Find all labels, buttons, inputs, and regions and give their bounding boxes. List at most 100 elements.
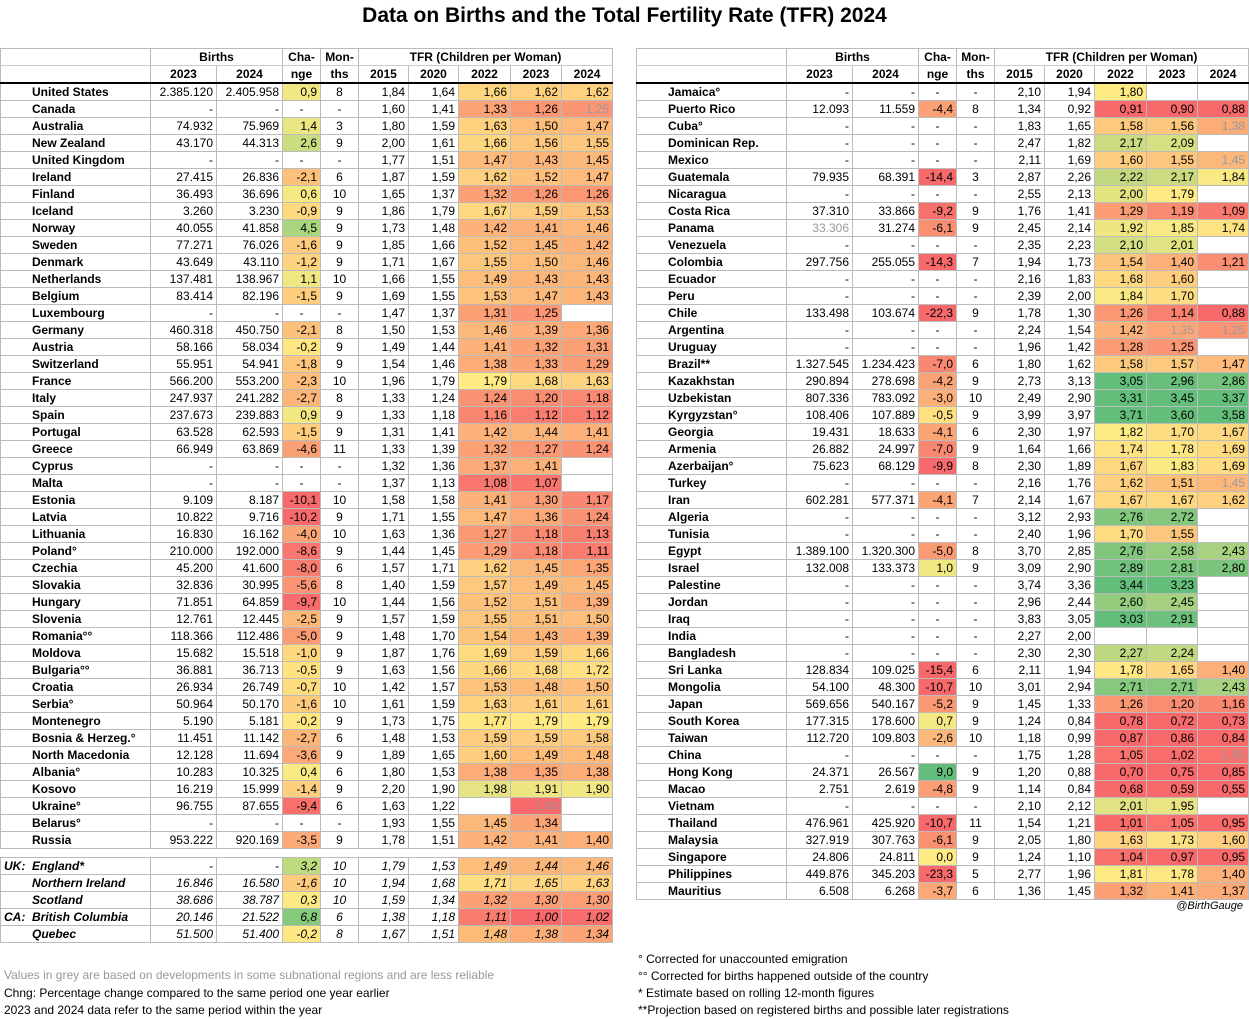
- change-cell: -1,6: [282, 695, 322, 713]
- births-2024-cell: 76.026: [215, 236, 284, 254]
- tfr-2020-cell: 1,57: [408, 678, 460, 696]
- country-name: Cyprus: [0, 457, 151, 475]
- births-2024-cell: -: [851, 644, 920, 662]
- change-cell: -0,2: [282, 338, 322, 356]
- country-name: Panama: [636, 219, 787, 237]
- tfr-2020-cell: 1,21: [1044, 814, 1096, 832]
- spacer-cell: [282, 848, 321, 858]
- births-2024-cell: 2.619: [851, 780, 920, 798]
- months-cell: 9: [956, 763, 996, 781]
- tfr-2022-cell: 1,42: [458, 219, 512, 237]
- tfr-2023-cell: 1,00: [510, 797, 563, 815]
- change-cell: -1,8: [282, 355, 322, 373]
- tfr-2022-cell: 1,66: [458, 661, 512, 679]
- table-row: Belarus° - - - -1,93 1,55 1,45 1,34: [0, 814, 614, 832]
- tfr-2020-cell: 1,53: [408, 729, 460, 747]
- tfr-2023-cell: 1,45: [510, 236, 563, 254]
- tfr-2023-cell: 1,45: [510, 559, 563, 577]
- tfr-2023-cell: 1,79: [1146, 185, 1199, 203]
- country-name: Ukraine°: [0, 797, 151, 815]
- tfr-2022-cell: 1,78: [1094, 661, 1148, 679]
- months-cell: 5: [956, 865, 996, 883]
- tfr-2020-cell: 3,05: [1044, 610, 1096, 628]
- country-name: Hong Kong: [636, 763, 787, 781]
- tfr-2023-cell: 3,45: [1146, 389, 1199, 407]
- table-row: Venezuela - - - -2,35 2,23 2,10 2,01: [636, 236, 1249, 254]
- change-cell: -15,4: [918, 661, 958, 679]
- country-name: Dominican Rep.: [636, 134, 787, 152]
- tfr-2020-cell: 1,66: [1044, 440, 1096, 458]
- tfr-2023-cell: 1,43: [510, 627, 563, 645]
- months-cell: 9: [320, 780, 360, 798]
- tfr-2020-cell: 1,66: [408, 236, 460, 254]
- births-2024-cell: -: [851, 797, 920, 815]
- tfr-2024-cell: 1,11: [561, 542, 614, 560]
- births-2023-cell: 2.751: [786, 780, 853, 798]
- tfr-2015-cell: 1,69: [358, 287, 410, 305]
- births-2024-cell: 5.181: [215, 712, 284, 730]
- table-row: Cyprus - - - -1,32 1,36 1,37 1,41: [0, 457, 614, 475]
- change-cell: -1,2: [282, 253, 322, 271]
- table-row: New Zealand 43.170 44.313 2,6 9 2,00 1,61 1,66 1…: [0, 134, 614, 152]
- tfr-2023-cell: 2,01: [1146, 236, 1199, 254]
- tfr-2022-cell: 1,60: [1094, 151, 1148, 169]
- months-cell: -: [956, 270, 996, 288]
- births-2024-cell: 1.320.300: [851, 542, 920, 560]
- tfr-2024-cell: 1,50: [561, 610, 614, 628]
- tfr-2022-cell: 1,41: [458, 491, 512, 509]
- country-name: Vietnam: [636, 797, 787, 815]
- table-row: Austria 58.166 58.034 -0,2 9 1,49 1,44 1,41 1,32…: [0, 338, 614, 356]
- country-name: United States: [0, 82, 151, 101]
- tfr-2023-cell: 1,49: [510, 576, 563, 594]
- births-2023-cell: 133.498: [786, 304, 853, 322]
- tfr-2023-cell: 3,60: [1146, 406, 1199, 424]
- births-2024-cell: -: [851, 270, 920, 288]
- tfr-2024-cell: 1,48: [561, 746, 614, 764]
- spacer-cell: [0, 848, 151, 858]
- tfr-2023-cell: 2,45: [1146, 593, 1199, 611]
- tfr-2020-cell: 2,90: [1044, 389, 1096, 407]
- tfr-2024-cell: 1,17: [561, 491, 614, 509]
- change-cell: -10,7: [918, 814, 958, 832]
- months-cell: -: [956, 236, 996, 254]
- country-name: Japan: [636, 695, 787, 713]
- table-row: Tunisia - - - -2,40 1,96 1,70 1,55: [636, 525, 1249, 543]
- births-2023-cell: 24.371: [786, 763, 853, 781]
- tfr-2024-cell: 1,47: [1197, 355, 1249, 373]
- tfr-2023-cell: 1,39: [510, 321, 563, 339]
- table-row: Romania°° 118.366 112.486 -5,0 9 1,48 1,70 1,54…: [0, 627, 614, 645]
- births-2024-cell: 31.274: [851, 219, 920, 237]
- country-name: Jamaica°: [636, 82, 787, 101]
- tfr-2020-cell: 1,79: [408, 202, 460, 220]
- tfr-2020-cell: 1,64: [408, 82, 460, 101]
- tfr-2015-cell: 1,96: [358, 372, 410, 390]
- tfr-2024-cell: 0,88: [1197, 304, 1249, 322]
- table-row: Macao 2.751 2.619 -4,8 9 1,14 0,84 0,68 0,59 0,55: [636, 780, 1249, 798]
- births-2023-cell: 108.406: [786, 406, 853, 424]
- tfr-2015-cell: 1,71: [358, 253, 410, 271]
- tfr-2023-cell: 1,65: [1146, 661, 1199, 679]
- tfr-2023-cell: 1,18: [510, 542, 563, 560]
- tfr-2020-cell: 1,59: [408, 117, 460, 135]
- change-cell: -2,5: [282, 610, 322, 628]
- births-2024-cell: -: [851, 134, 920, 152]
- tfr-2023-cell: 1,20: [1146, 695, 1199, 713]
- months-cell: -: [956, 746, 996, 764]
- tfr-2022-cell: 1,42: [458, 831, 512, 849]
- country-name: Malaysia: [636, 831, 787, 849]
- tfr-2020-cell: 1,41: [408, 100, 460, 118]
- tfr-2020-cell: 1,45: [1044, 882, 1096, 900]
- tfr-2022-cell: 2,00: [1094, 185, 1148, 203]
- tfr-2020-cell: 1,55: [408, 287, 460, 305]
- tfr-2024-cell: [561, 814, 614, 832]
- tfr-2020-cell: 1,37: [408, 304, 460, 322]
- births-2023-cell: -: [786, 270, 853, 288]
- months-cell: -: [956, 134, 996, 152]
- tfr-2024-cell: 1,38: [561, 763, 614, 781]
- tfr-2022-cell: 1,52: [458, 236, 512, 254]
- change-cell: 6,8: [282, 908, 322, 926]
- tfr-2022-cell: 1,52: [458, 593, 512, 611]
- tfr-2015-cell: 1,54: [358, 355, 410, 373]
- country-name: Singapore: [636, 848, 787, 866]
- country-name: Israel: [636, 559, 787, 577]
